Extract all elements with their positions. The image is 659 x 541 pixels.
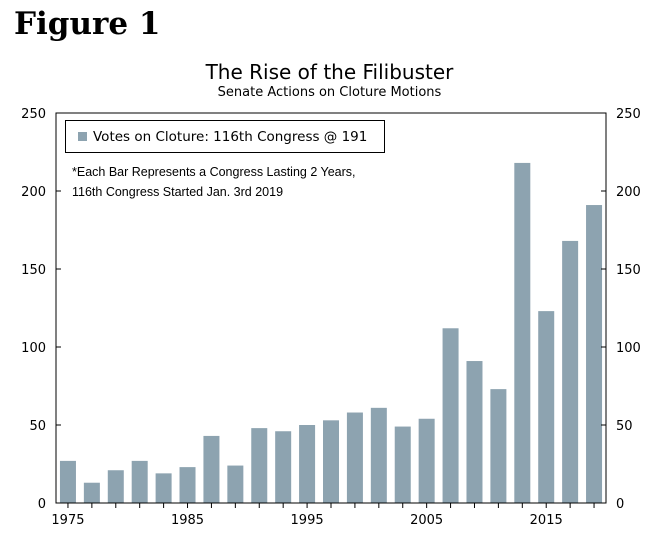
bar-1991 (251, 428, 268, 503)
bar-2007 (442, 328, 459, 503)
chart-subtitle: Senate Actions on Cloture Motions (217, 85, 442, 100)
bar-1997 (323, 420, 339, 503)
x-tick-label: 1995 (291, 513, 324, 528)
note-line-2: 116th Congress Started Jan. 3rd 2019 (72, 185, 284, 199)
y-tick-label-left: 250 (21, 107, 46, 122)
bar-1979 (107, 470, 124, 503)
bar-2019 (586, 205, 603, 504)
bar-2013 (514, 162, 531, 504)
x-tick-label: 2005 (410, 513, 443, 528)
legend-label: Votes on Cloture: 116th Congress @ 191 (93, 128, 368, 145)
y-tick-label-right: 150 (616, 263, 641, 278)
chart-note: *Each Bar Represents a Congress Lasting … (72, 162, 356, 202)
y-tick-label-right: 250 (616, 107, 641, 122)
bar-1981 (131, 460, 148, 503)
x-tick-label: 2015 (530, 513, 563, 528)
bar-1987 (203, 435, 220, 503)
x-tick-label: 1975 (51, 513, 84, 528)
bar-1975 (59, 460, 76, 503)
y-tick-label-right: 100 (616, 341, 641, 356)
y-tick-label-left: 100 (21, 341, 46, 356)
bar-1995 (299, 425, 316, 503)
bar-1977 (83, 482, 100, 503)
bar-2009 (466, 361, 483, 503)
chart-legend: Votes on Cloture: 116th Congress @ 191 (65, 120, 385, 153)
bar-2003 (394, 426, 411, 503)
y-tick-label-left: 200 (21, 185, 46, 200)
y-tick-label-right: 0 (616, 497, 624, 512)
y-tick-label-left: 0 (38, 497, 46, 512)
bar-2005 (418, 418, 435, 503)
legend-swatch (78, 132, 87, 141)
bar-2001 (370, 407, 387, 503)
y-tick-label-left: 150 (21, 263, 46, 278)
bar-1989 (227, 465, 244, 503)
y-tick-label-right: 200 (616, 185, 641, 200)
bar-1985 (179, 467, 196, 503)
bar-2015 (538, 311, 555, 503)
bar-1993 (275, 431, 292, 503)
chart-title: The Rise of the Filibuster (205, 60, 454, 84)
x-tick-label: 1985 (171, 513, 204, 528)
bar-2017 (562, 240, 579, 504)
y-tick-label-left: 50 (29, 419, 46, 434)
y-tick-label-right: 50 (616, 419, 633, 434)
note-line-1: *Each Bar Represents a Congress Lasting … (72, 165, 356, 179)
bar-1999 (346, 412, 363, 503)
bar-1983 (155, 473, 172, 503)
figure-label: Figure 1 (14, 6, 161, 42)
bar-2011 (490, 389, 507, 503)
